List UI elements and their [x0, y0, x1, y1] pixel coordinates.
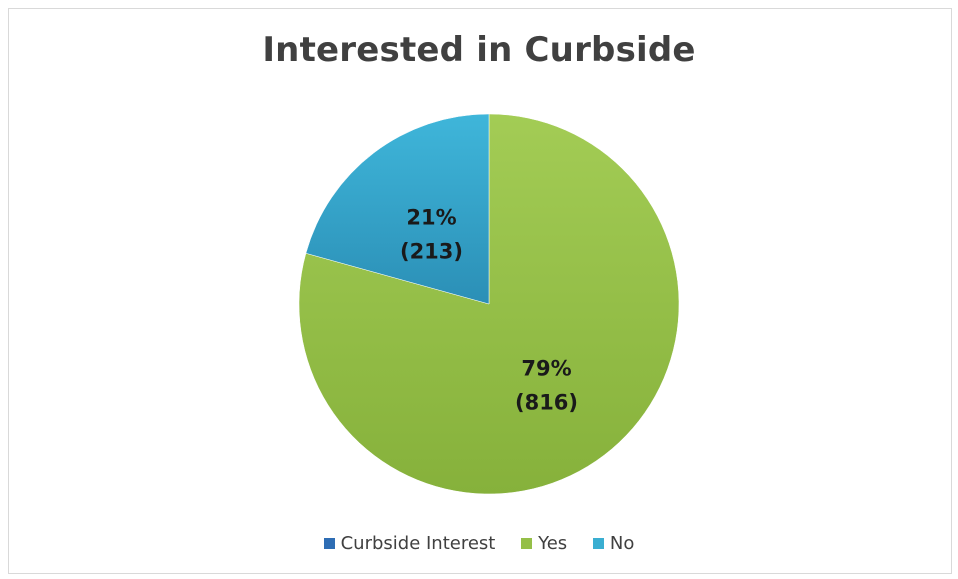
legend-swatch-no	[592, 538, 604, 549]
data-label-yes-percent: 79%	[521, 357, 571, 381]
data-label-no-percent: 21%	[406, 205, 456, 229]
legend-label-no: No	[609, 533, 635, 554]
legend: Curbside Interest Yes No	[0, 533, 958, 554]
data-label-yes-count: (816)	[515, 391, 578, 415]
data-label-no-count: (213)	[400, 239, 463, 263]
legend-swatch-curbside-interest	[323, 538, 335, 549]
legend-label-yes: Yes	[538, 533, 568, 554]
chart-title: Interested in Curbside	[262, 30, 696, 70]
legend-item-curbside-interest: Curbside Interest	[323, 533, 496, 554]
legend-label-curbside-interest: Curbside Interest	[340, 533, 496, 554]
legend-swatch-yes	[521, 538, 533, 549]
pie-slice-no	[305, 113, 490, 305]
legend-item-yes: Yes	[521, 533, 567, 554]
legend-item-no: No	[592, 533, 635, 554]
